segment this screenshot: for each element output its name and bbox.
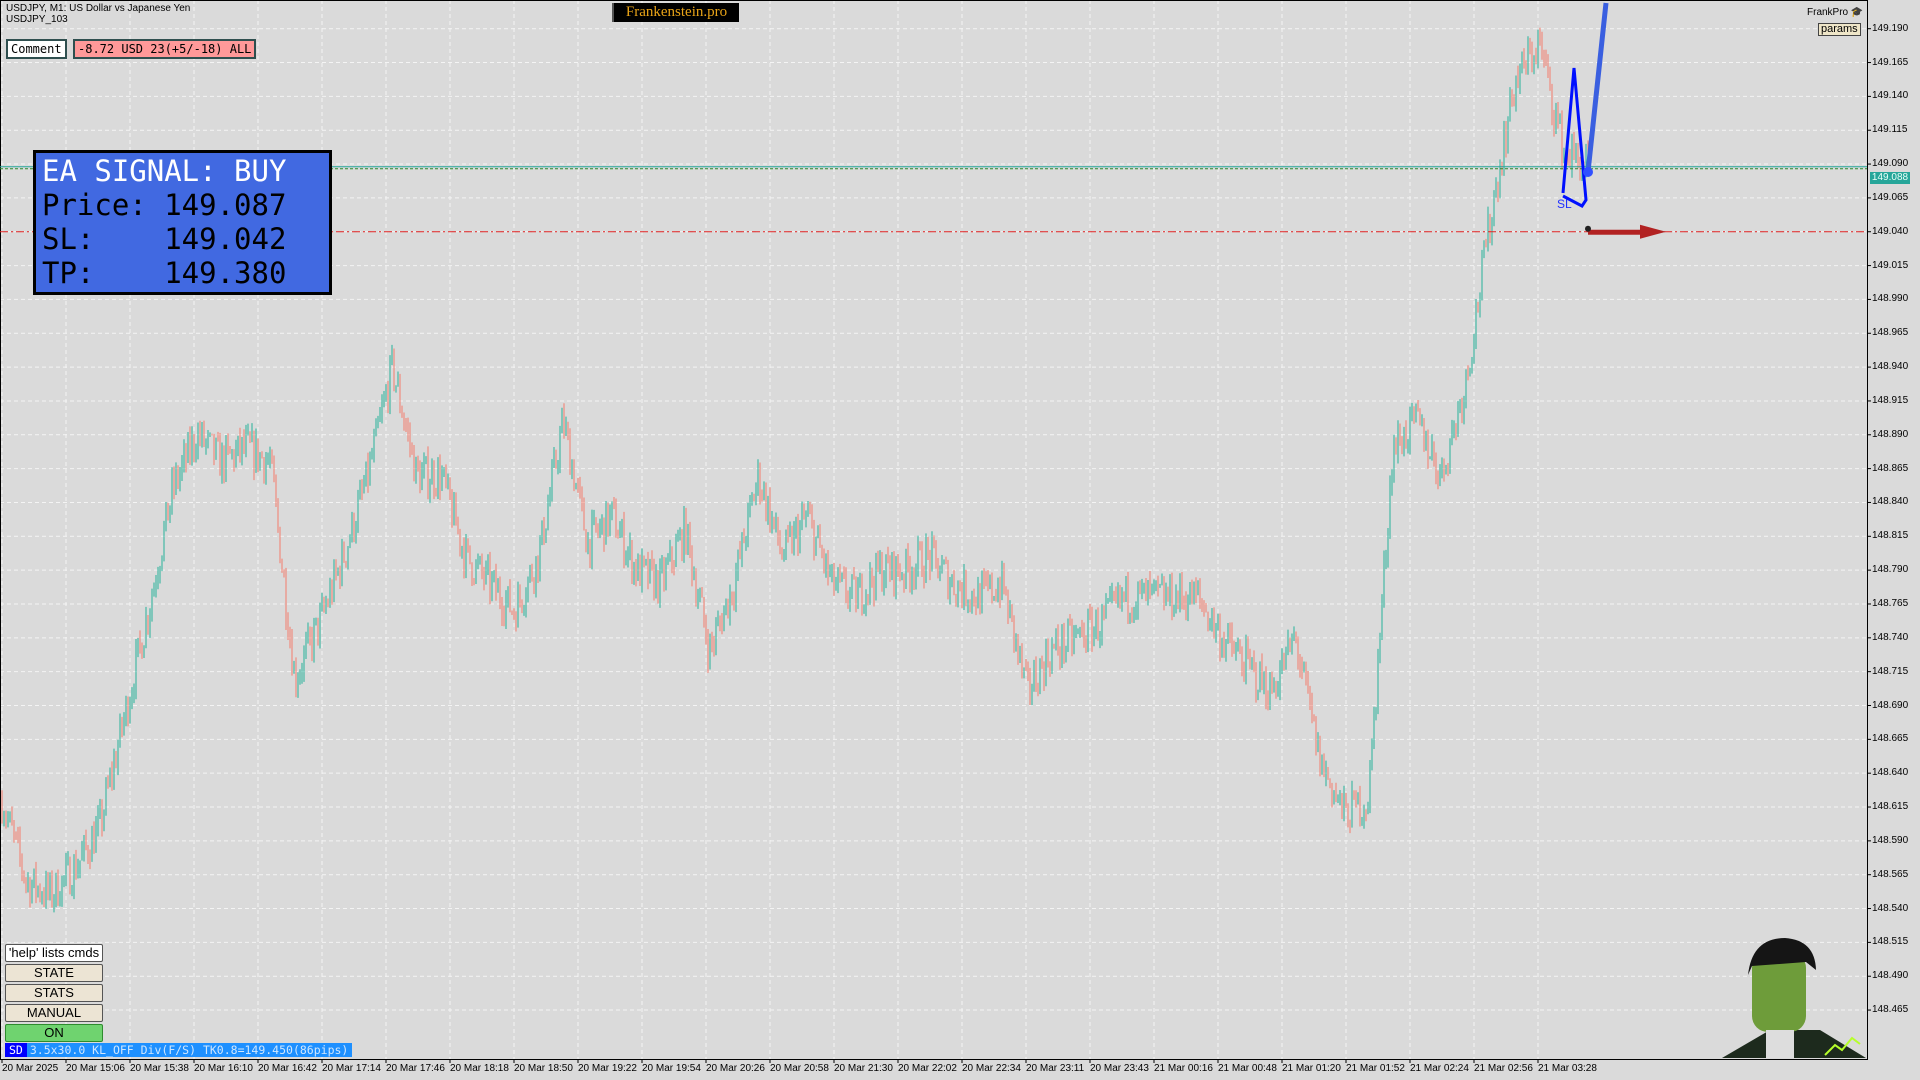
time-axis-label: 21 Mar 02:56 [1474,1063,1533,1074]
time-axis-label: 20 Mar 22:02 [898,1063,957,1074]
time-axis-label: 20 Mar 17:46 [386,1063,445,1074]
price-axis-label: 149.065 [1872,191,1909,203]
chart-id: USDJPY_103 [6,14,68,25]
signal-title: EA SIGNAL: BUY [42,154,287,188]
time-axis-label: 21 Mar 01:52 [1346,1063,1405,1074]
price-axis-label: 148.690 [1872,699,1909,711]
tp-arrow-shaft [1588,229,1642,235]
comment-label: Comment [6,39,67,59]
price-axis-label: 148.790 [1872,564,1909,576]
time-axis-label: 21 Mar 02:24 [1410,1063,1469,1074]
params-button[interactable]: params [1818,23,1861,36]
price-axis-label: 148.590 [1872,834,1909,846]
time-axis-label: 20 Mar 19:54 [642,1063,701,1074]
price-axis-label: 148.665 [1872,733,1909,745]
symbol-description: USDJPY, M1: US Dollar vs Japanese Yen [6,3,191,14]
price-axis-label: 148.715 [1872,665,1909,677]
help-input[interactable]: 'help' lists cmds [5,944,103,962]
price-axis-label: 148.890 [1872,428,1909,440]
price-axis-label: 148.540 [1872,902,1909,914]
trend-line [1585,2,1609,173]
sl-label: SL [1557,197,1572,211]
frankenstein-logo [1722,938,1866,1058]
price-axis-label: 149.015 [1872,259,1909,271]
chart-title: USDJPY, M1: US Dollar vs Japanese Yen US… [6,3,190,25]
price-axis-label: 149.040 [1872,225,1909,237]
price-axis-label: 148.965 [1872,327,1909,339]
price-axis-label: 148.490 [1872,970,1909,982]
price-axis-label: 149.190 [1872,22,1909,34]
time-axis-label: 20 Mar 20:26 [706,1063,765,1074]
price-axis-label: 149.115 [1872,124,1908,136]
manual-button[interactable]: MANUAL [5,1004,103,1022]
time-axis-label: 20 Mar 16:42 [258,1063,317,1074]
pl-summary: -8.72 USD 23(+5/-18) ALL [73,39,257,59]
stats-button[interactable]: STATS [5,984,103,1002]
price-axis-label: 148.990 [1872,293,1909,305]
signal-tp: TP: 149.380 [42,256,287,290]
price-axis-label: 149.090 [1872,158,1909,170]
graduation-cap-icon: 🎓 [1850,7,1864,18]
time-axis-label: 21 Mar 00:48 [1218,1063,1277,1074]
state-button[interactable]: STATE [5,964,103,982]
on-toggle-button[interactable]: ON [5,1024,103,1042]
price-axis-label: 148.840 [1872,496,1909,508]
price-axis-label: 148.765 [1872,597,1909,609]
time-axis-label: 21 Mar 00:16 [1154,1063,1213,1074]
brand-label: Frankenstein.pro [612,3,739,22]
time-axis-label: 20 Mar 21:30 [834,1063,893,1074]
current-price-tag: 149.088 [1870,172,1910,184]
time-axis-label: 20 Mar 19:22 [578,1063,637,1074]
status-bar: SD 3.5x30.0 KL_OFF Div(F/S) TK0.8=149.450… [5,1043,353,1057]
price-axis-label: 148.915 [1872,394,1909,406]
entry-marker [1583,167,1593,177]
time-axis-label: 21 Mar 03:28 [1538,1063,1597,1074]
price-axis-label: 149.165 [1872,56,1909,68]
signal-sl: SL: 149.042 [42,222,287,256]
ea-signal-panel: EA SIGNAL: BUY Price: 149.087 SL: 149.04… [33,150,332,295]
price-axis-label: 148.465 [1872,1004,1909,1016]
price-axis-label: 148.515 [1872,936,1909,948]
time-axis-label: 20 Mar 22:34 [962,1063,1021,1074]
time-axis-label: 20 Mar 2025 [2,1063,59,1074]
time-axis-label: 20 Mar 23:43 [1090,1063,1149,1074]
time-axis-label: 20 Mar 15:06 [66,1063,125,1074]
frankpro-label: FrankPro 🎓 [1807,7,1864,18]
price-axis-label: 149.140 [1872,90,1909,102]
price-axis-label: 148.740 [1872,631,1909,643]
status-text: 3.5x30.0 KL_OFF Div(F/S) TK0.8=149.450(8… [29,1043,349,1057]
time-axis-label: 20 Mar 15:38 [130,1063,189,1074]
time-axis-label: 20 Mar 16:10 [194,1063,253,1074]
time-axis-label: 21 Mar 01:20 [1282,1063,1341,1074]
chart-frame [0,0,1868,1060]
sd-tag: SD [5,1043,27,1057]
price-axis-label: 148.815 [1872,530,1909,542]
price-axis-label: 148.565 [1872,868,1909,880]
tp-arrow-head [1640,224,1666,239]
price-axis-label: 148.615 [1872,801,1909,813]
time-axis-label: 20 Mar 20:58 [770,1063,829,1074]
price-axis-label: 148.865 [1872,462,1909,474]
signal-price: Price: 149.087 [42,188,287,222]
time-axis-label: 20 Mar 18:50 [514,1063,573,1074]
time-axis-label: 20 Mar 17:14 [322,1063,381,1074]
price-axis-label: 148.940 [1872,361,1909,373]
time-axis-label: 20 Mar 23:11 [1026,1063,1085,1074]
trade-path [1561,67,1588,208]
trader-icon [1585,225,1591,232]
price-axis-label: 148.640 [1872,767,1909,779]
time-axis-label: 20 Mar 18:18 [450,1063,509,1074]
